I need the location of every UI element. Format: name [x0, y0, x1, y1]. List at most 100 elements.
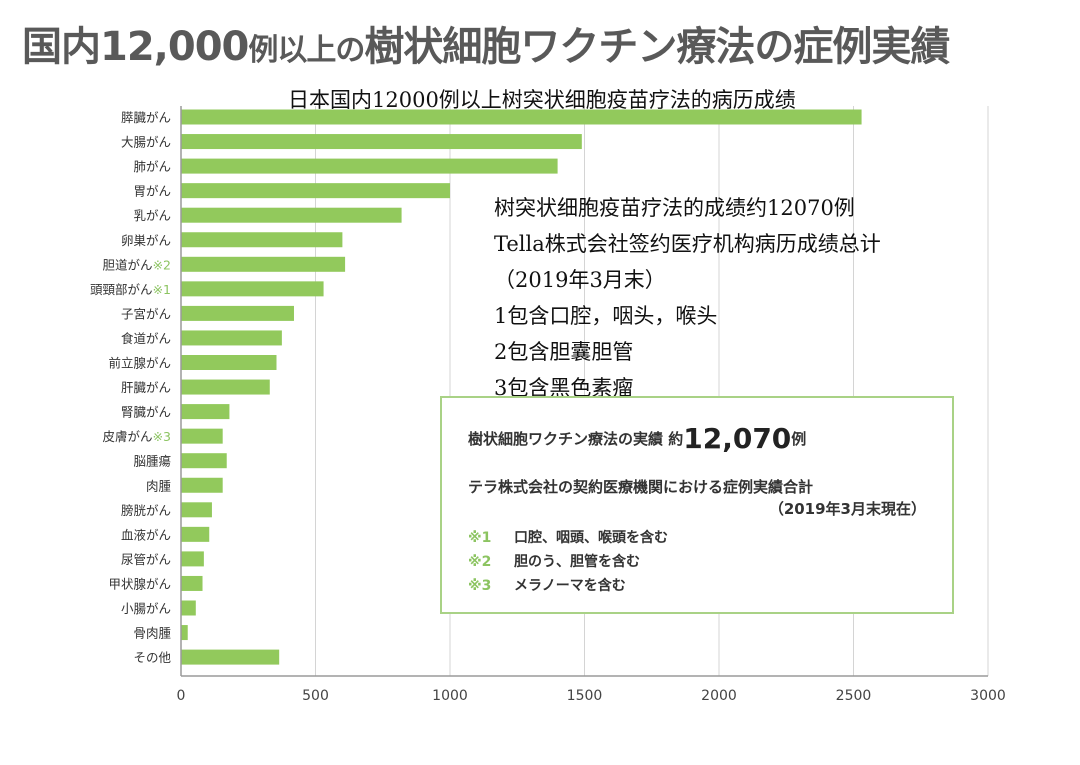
bar — [181, 281, 324, 297]
category-name: 骨肉腫 — [133, 626, 171, 641]
chinese-notes: 树突状细胞疫苗疗法的成绩约12070例 Tella株式会社签约医疗机构病历成绩总… — [494, 190, 881, 406]
cn-note-line: Tella株式会社签约医疗机构病历成绩总计 — [494, 232, 881, 256]
bar — [181, 207, 402, 223]
summary-note: ※3 メラノーマを含む — [468, 574, 668, 598]
category-label: 前立腺がん — [108, 356, 171, 371]
note-mark: ※1 — [468, 530, 492, 546]
bar — [181, 600, 196, 616]
category-name: 食道がん — [121, 331, 171, 346]
category-name: 大腸がん — [121, 135, 171, 150]
category-name: 肉腫 — [146, 478, 172, 493]
category-name: 卵巣がん — [121, 233, 171, 248]
chinese-subtitle: 日本国内12000例以上树突状细胞疫苗疗法的病历成绩 — [288, 88, 796, 112]
note-mark: ※2 — [468, 554, 492, 570]
category-label: 大腸がん — [121, 135, 171, 150]
category-label: 子宮がん — [121, 306, 171, 321]
category-name: 腎臓がん — [121, 405, 171, 420]
category-name: 前立腺がん — [108, 356, 171, 371]
bar — [181, 502, 212, 518]
category-label: 骨肉腫 — [133, 626, 171, 641]
category-note-mark: ※1 — [153, 282, 171, 297]
note-mark: ※3 — [468, 578, 492, 594]
x-tick-label: 2000 — [701, 688, 737, 704]
bar — [181, 477, 223, 493]
category-label: 腎臓がん — [121, 405, 171, 420]
category-label: 肺がん — [133, 159, 171, 174]
bar — [181, 575, 203, 591]
x-tick-label: 1500 — [567, 688, 603, 704]
category-label: 尿管がん — [121, 552, 171, 567]
category-label: 肝臓がん — [121, 380, 171, 395]
bar — [181, 134, 582, 150]
category-name: 肝臓がん — [121, 380, 171, 395]
summary-date: （2019年3月末現在） — [768, 500, 926, 518]
x-tick-label: 1000 — [432, 688, 468, 704]
bar — [181, 526, 210, 542]
bar — [181, 428, 223, 444]
bar — [181, 404, 230, 420]
bar — [181, 355, 277, 370]
bar — [181, 183, 450, 199]
category-label: 頭頸部がん※1 — [90, 282, 171, 297]
bar — [181, 232, 343, 248]
category-name: 胃がん — [133, 184, 171, 199]
category-label: 皮膚がん※3 — [103, 429, 171, 444]
cn-note-line: 1包含口腔，咽头，喉头 — [494, 304, 718, 328]
category-name: 小腸がん — [121, 601, 171, 616]
cn-note-line: （2019年3月末） — [494, 268, 666, 292]
category-name: 子宮がん — [121, 306, 171, 321]
category-name: 皮膚がん — [103, 429, 153, 444]
summary-heading-text: 樹状細胞ワクチン療法の実績 約 — [468, 430, 684, 448]
bar — [181, 256, 346, 272]
summary-unit: 例 — [791, 430, 807, 448]
bar — [181, 305, 294, 321]
japanese-summary-box: 樹状細胞ワクチン療法の実績 約12,070例 テラ株式会社の契約医療機関における… — [440, 396, 954, 614]
bar — [181, 158, 558, 174]
x-tick-label: 3000 — [970, 688, 1006, 704]
category-label: 血液がん — [121, 527, 171, 542]
category-label: 肉腫 — [146, 478, 172, 493]
category-name: 肺がん — [133, 159, 171, 174]
bar — [181, 551, 204, 567]
summary-note: ※2 胆のう、胆管を含む — [468, 550, 668, 574]
category-label: 卵巣がん — [121, 233, 171, 248]
category-label: 膀胱がん — [121, 503, 171, 518]
note-text: 胆のう、胆管を含む — [514, 554, 640, 570]
category-name: 膵臓がん — [121, 110, 171, 125]
category-name: 血液がん — [121, 527, 171, 542]
cn-note-line: 树突状细胞疫苗疗法的成绩约12070例 — [494, 196, 855, 220]
category-name: 胆道がん — [103, 257, 153, 272]
note-text: 口腔、咽頭、喉頭を含む — [514, 530, 668, 546]
x-tick-label: 2500 — [836, 688, 872, 704]
category-name: その他 — [133, 650, 171, 665]
category-note-mark: ※3 — [153, 429, 171, 444]
category-name: 乳がん — [133, 208, 171, 223]
category-label: 膵臓がん — [121, 110, 171, 125]
category-label: 脳腫瘍 — [133, 454, 171, 469]
summary-notes: ※1 口腔、咽頭、喉頭を含む ※2 胆のう、胆管を含む ※3 メラノーマを含む — [468, 526, 668, 598]
summary-total: 12,070 — [683, 422, 792, 455]
bar — [181, 453, 227, 469]
bar — [181, 625, 188, 641]
category-name: 甲状腺がん — [108, 576, 171, 591]
category-label: 食道がん — [121, 331, 171, 346]
title-small: 例以上の — [248, 33, 365, 68]
bar — [181, 330, 282, 346]
title-prefix: 国内12,000 — [22, 24, 249, 70]
category-label: 胃がん — [133, 184, 171, 199]
cn-note-line: 2包含胆囊胆管 — [494, 340, 634, 364]
category-name: 膀胱がん — [121, 503, 171, 518]
category-label: 甲状腺がん — [108, 576, 171, 591]
bar — [181, 649, 280, 665]
x-tick-label: 0 — [177, 688, 186, 704]
bar — [181, 379, 270, 395]
category-label: 胆道がん※2 — [103, 257, 171, 272]
bar — [181, 109, 862, 125]
category-name: 脳腫瘍 — [133, 454, 171, 469]
category-label: 小腸がん — [121, 601, 171, 616]
category-label: 乳がん — [133, 208, 171, 223]
x-tick-label: 500 — [302, 688, 329, 704]
category-label: その他 — [133, 650, 171, 665]
summary-subtext: テラ株式会社の契約医療機関における症例実績合計 — [468, 478, 814, 496]
note-text: メラノーマを含む — [514, 578, 626, 594]
